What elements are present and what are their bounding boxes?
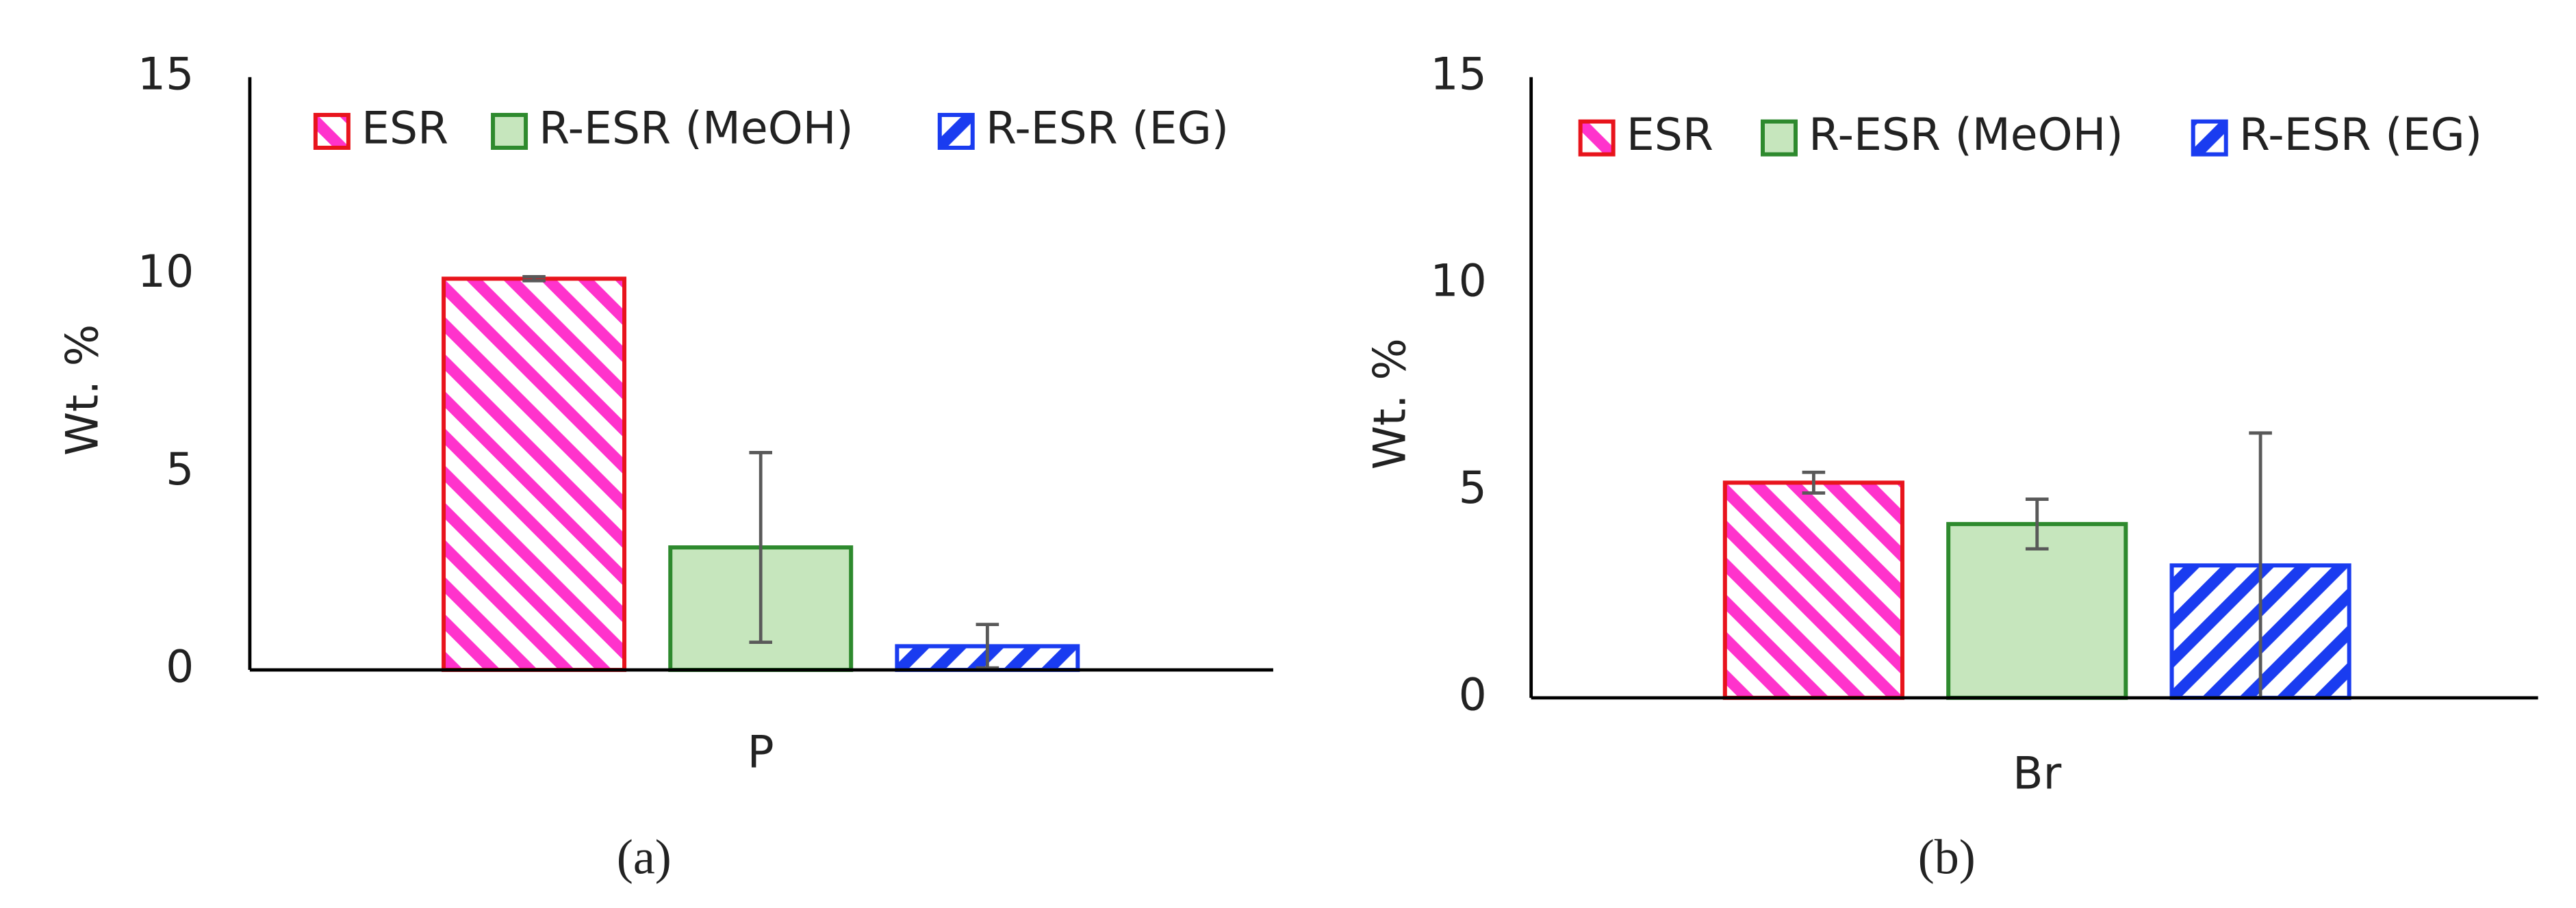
y-tick-label: 10 bbox=[1430, 256, 1486, 307]
error-bar bbox=[1802, 470, 1826, 495]
legend-label: ESR bbox=[1627, 109, 1713, 161]
legend-swatch bbox=[1578, 119, 1616, 157]
y-axis-label: Wt. % bbox=[58, 324, 109, 456]
panel-label: (b) bbox=[1918, 829, 1976, 884]
legend-label: R-ESR (EG) bbox=[2239, 109, 2482, 161]
error-bar bbox=[749, 451, 773, 645]
bar bbox=[442, 276, 627, 673]
legend-swatch bbox=[491, 112, 528, 150]
x-tick-label: Br bbox=[2013, 749, 2061, 800]
legend-swatch bbox=[937, 112, 975, 150]
error-bar bbox=[975, 623, 999, 670]
legend-swatch bbox=[2191, 119, 2228, 157]
panel-label: (a) bbox=[617, 829, 672, 884]
bar bbox=[1946, 521, 2128, 700]
legend-label: R-ESR (MeOH) bbox=[539, 103, 853, 155]
error-bar bbox=[522, 275, 546, 283]
y-tick-label: 15 bbox=[138, 49, 194, 100]
legend-label: ESR bbox=[361, 103, 448, 155]
legend-swatch bbox=[1760, 119, 1798, 157]
legend-label: R-ESR (MeOH) bbox=[1809, 109, 2123, 161]
legend-label: R-ESR (EG) bbox=[986, 103, 1229, 155]
y-tick-label: 0 bbox=[1459, 669, 1487, 721]
y-tick-label: 10 bbox=[138, 246, 194, 298]
y-tick-label: 15 bbox=[1430, 49, 1486, 100]
error-bar bbox=[2025, 497, 2049, 551]
x-tick-label: P bbox=[748, 727, 774, 778]
bar bbox=[1722, 480, 1904, 700]
y-tick-label: 0 bbox=[166, 642, 194, 693]
y-axis-label: Wt. % bbox=[1365, 338, 1416, 469]
y-tick-label: 5 bbox=[1459, 463, 1487, 514]
legend-swatch bbox=[313, 112, 350, 150]
y-tick-label: 5 bbox=[166, 444, 194, 495]
